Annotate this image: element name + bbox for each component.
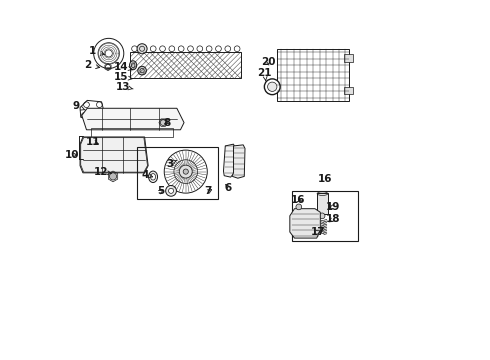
Text: 1: 1	[89, 46, 104, 56]
Text: 15: 15	[114, 72, 132, 82]
Circle shape	[183, 169, 188, 174]
Circle shape	[319, 213, 325, 219]
Bar	[343, 54, 353, 62]
Ellipse shape	[148, 171, 157, 183]
Text: 21: 21	[257, 68, 272, 81]
Polygon shape	[80, 137, 148, 173]
Text: 19: 19	[326, 202, 340, 212]
Text: 20: 20	[261, 57, 275, 67]
Polygon shape	[82, 108, 184, 130]
Text: 9: 9	[73, 102, 85, 112]
Circle shape	[169, 188, 173, 193]
Polygon shape	[232, 145, 245, 178]
Bar	[317, 193, 328, 214]
Polygon shape	[223, 144, 235, 177]
Bar	[277, 49, 349, 101]
Bar	[343, 87, 353, 94]
Circle shape	[296, 204, 302, 210]
Text: 16: 16	[291, 195, 305, 205]
Text: 12: 12	[94, 167, 111, 177]
Text: 17: 17	[311, 227, 325, 237]
Circle shape	[268, 82, 277, 91]
Text: 7: 7	[205, 186, 212, 197]
Circle shape	[160, 120, 166, 126]
Ellipse shape	[129, 61, 137, 70]
Circle shape	[265, 79, 280, 95]
Text: 5: 5	[157, 186, 164, 197]
Circle shape	[179, 165, 192, 178]
Text: 14: 14	[114, 62, 132, 72]
Text: 3: 3	[166, 159, 176, 169]
Text: 2: 2	[84, 60, 99, 70]
Circle shape	[138, 66, 147, 75]
Text: 4: 4	[142, 170, 153, 180]
Text: 13: 13	[116, 82, 133, 92]
Circle shape	[109, 173, 117, 180]
Circle shape	[166, 185, 176, 196]
Ellipse shape	[150, 174, 155, 180]
Text: 18: 18	[326, 215, 340, 224]
Text: 8: 8	[163, 118, 171, 128]
Bar	[130, 52, 242, 78]
Text: 16: 16	[318, 174, 332, 184]
Bar	[292, 191, 358, 241]
Text: 10: 10	[65, 150, 79, 160]
Text: 6: 6	[224, 183, 232, 193]
Polygon shape	[290, 209, 320, 238]
Text: 11: 11	[85, 137, 100, 147]
Circle shape	[137, 44, 147, 54]
Bar	[91, 128, 173, 137]
Bar	[137, 147, 219, 199]
